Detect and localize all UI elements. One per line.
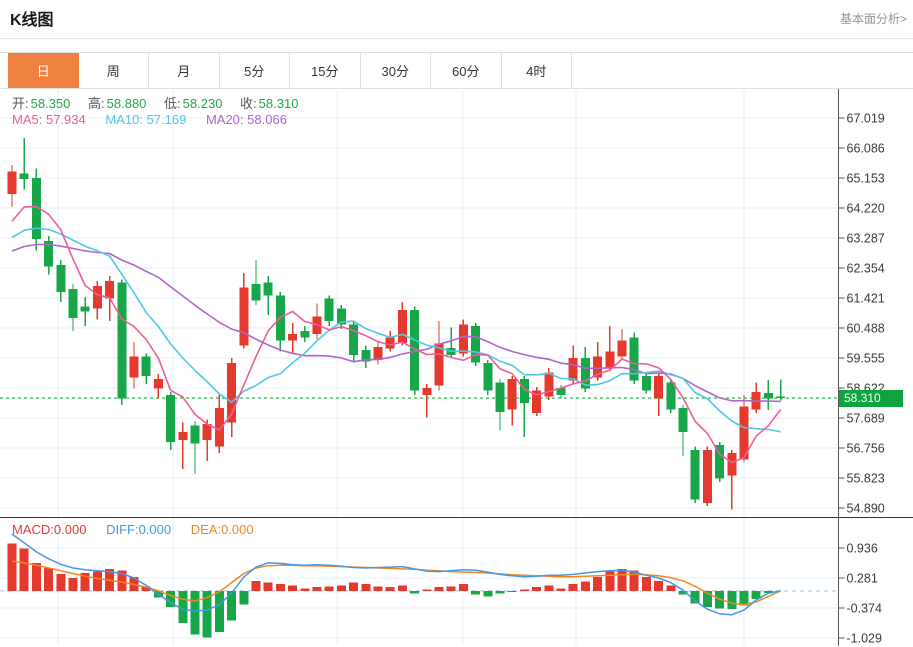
svg-text:65.153: 65.153 bbox=[847, 172, 885, 186]
svg-text:60.488: 60.488 bbox=[847, 322, 885, 336]
diff-line bbox=[11, 533, 781, 616]
svg-text:66.086: 66.086 bbox=[847, 142, 885, 156]
ma5-readout: MA5: 57.934 bbox=[12, 112, 86, 127]
open-value: 58.350 bbox=[30, 96, 71, 111]
svg-text:57.689: 57.689 bbox=[847, 412, 885, 426]
svg-text:56.756: 56.756 bbox=[847, 442, 885, 456]
ma20-readout: MA20: 58.066 bbox=[205, 112, 287, 127]
svg-text:62.354: 62.354 bbox=[847, 262, 885, 276]
svg-text:-1.029: -1.029 bbox=[847, 632, 882, 646]
tab-daily[interactable]: 日 bbox=[8, 53, 79, 88]
ma5-line bbox=[11, 205, 782, 464]
ma20-line bbox=[11, 243, 781, 403]
tab-monthly[interactable]: 月 bbox=[149, 53, 220, 88]
macd-readout: MACD:0.000 DIFF:0.000 DEA:0.000 bbox=[12, 522, 270, 537]
svg-text:0.281: 0.281 bbox=[847, 572, 878, 586]
price-axis: 67.019 66.086 65.153 64.220 63.287 62.354 61.4… bbox=[0, 89, 913, 646]
fundamental-analysis-link[interactable]: 基本面分析> bbox=[839, 12, 907, 26]
candles-layer bbox=[7, 137, 786, 510]
tab-4hour[interactable]: 4时 bbox=[501, 53, 572, 88]
svg-text:64.220: 64.220 bbox=[847, 202, 885, 216]
svg-text:55.823: 55.823 bbox=[847, 472, 885, 486]
page-title: K线图 bbox=[10, 12, 54, 29]
macd-value-readout: MACD:0.000 bbox=[12, 522, 87, 537]
high-value: 58.880 bbox=[106, 96, 147, 111]
period-tabbar: 日 周 月 5分 15分 30分 60分 4时 bbox=[0, 52, 913, 89]
diff-value-readout: DIFF:0.000 bbox=[106, 522, 172, 537]
ohlc-readout: 开: 58.350 高: 58.880 低: 58.230 收: 58.310 bbox=[12, 93, 312, 112]
svg-text:59.555: 59.555 bbox=[847, 352, 885, 366]
title-divider bbox=[0, 38, 913, 39]
high-label: 高: bbox=[88, 96, 105, 111]
svg-text:54.890: 54.890 bbox=[847, 502, 885, 516]
svg-text:61.421: 61.421 bbox=[847, 292, 885, 306]
open-label: 开: bbox=[12, 96, 29, 111]
last-price-badge: 58.310 bbox=[839, 390, 903, 407]
tab-weekly[interactable]: 周 bbox=[78, 53, 149, 88]
dea-value-readout: DEA:0.000 bbox=[190, 522, 254, 537]
ma10-line bbox=[11, 227, 781, 433]
svg-text:0.936: 0.936 bbox=[847, 542, 878, 556]
close-value: 58.310 bbox=[258, 96, 299, 111]
macd-histogram bbox=[7, 543, 773, 638]
svg-text:-0.374: -0.374 bbox=[847, 602, 882, 616]
svg-text:67.019: 67.019 bbox=[847, 112, 885, 126]
tab-5min[interactable]: 5分 bbox=[219, 53, 290, 88]
low-label: 低: bbox=[164, 96, 181, 111]
tab-60min[interactable]: 60分 bbox=[431, 53, 502, 88]
close-label: 收: bbox=[240, 96, 257, 111]
tab-15min[interactable]: 15分 bbox=[290, 53, 361, 88]
tab-30min[interactable]: 30分 bbox=[360, 53, 431, 88]
dea-line bbox=[11, 560, 781, 606]
ma10-readout: MA10: 57.169 bbox=[105, 112, 187, 127]
svg-text:63.287: 63.287 bbox=[847, 232, 885, 246]
ma-readout: MA5: 57.934 MA10: 57.169 MA20: 58.066 bbox=[12, 112, 303, 127]
low-value: 58.230 bbox=[182, 96, 223, 111]
